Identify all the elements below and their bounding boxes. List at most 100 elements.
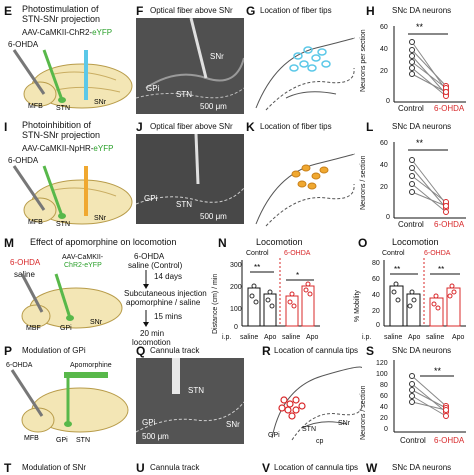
mbf-label-m: MBF <box>26 325 41 332</box>
l-xcat-1: 6-OHDA <box>434 220 465 229</box>
brain-schematic-p: MFB GPi STN <box>10 369 129 444</box>
m-step3b: locomotion <box>132 338 171 347</box>
panel-p-title: Modulation of GPi <box>22 346 86 355</box>
s-ytick-1: 20 <box>380 415 388 422</box>
n-ytick-3: 300 <box>230 262 242 269</box>
o-xcat-2: saline <box>426 334 445 341</box>
n-xcat-1: Apo <box>264 334 277 341</box>
panel-w-title: SNc DA neurons <box>392 463 452 472</box>
micrograph-f-texture <box>136 18 244 114</box>
micrograph-j-texture <box>136 134 244 224</box>
atlas-k <box>255 153 355 227</box>
snr-label-m: SNr <box>90 319 103 326</box>
panel-f-title: Optical fiber above SNr <box>150 6 233 15</box>
panel-letter-i: I <box>4 120 8 134</box>
panel-q-title: Cannula track <box>150 346 200 355</box>
m-arrow1: 14 days <box>154 272 183 281</box>
panel-i-title-line2: STN-SNr projection <box>22 130 101 140</box>
label-gpi-q: GPi <box>142 418 156 427</box>
panel-s-title: SNc DA neurons <box>392 346 452 355</box>
panel-g-title: Location of fiber tips <box>260 6 332 15</box>
panel-e-virus: AAV-CaMKII-ChR2-eYFP <box>22 28 112 37</box>
panel-letter-j: J <box>136 120 143 134</box>
plot-n: ** * <box>241 258 320 327</box>
sig-h: ** <box>416 22 424 32</box>
virus-suffix-i: eYFP <box>93 144 114 153</box>
panel-o-title: Locomotion <box>392 237 439 247</box>
m-virus-line2: ChR2-eYFP <box>64 262 102 269</box>
l-ytick-3: 60 <box>380 140 388 147</box>
brain-schematic-i: MFB STN SNr <box>12 165 133 228</box>
s-ytick-4: 80 <box>380 382 388 389</box>
panel-letter-r: R <box>262 344 271 358</box>
panel-r-title: Location of cannula tips <box>274 346 359 355</box>
s-xcat-1: 6-OHDA <box>434 436 465 445</box>
micrograph-q-texture <box>136 358 244 444</box>
o-ip: i.p. <box>362 334 372 341</box>
panel-o-ylabel: % Mobility <box>354 290 361 322</box>
m-step1b: saline (Control) <box>128 261 183 270</box>
panel-m-title: Effect of apomorphine on locomotion <box>30 237 177 247</box>
p-drug: Apomorphine <box>70 362 112 369</box>
o-ytick-0: 0 <box>376 322 380 329</box>
n-ytick-1: 100 <box>230 306 242 313</box>
m-step2a: Subcutaneous injection <box>124 289 207 298</box>
o-xcat-3: Apo <box>452 334 465 341</box>
panel-letter-t: T <box>4 461 12 475</box>
mfb-label-i: MFB <box>28 219 43 226</box>
scale-bar-j: 500 μm <box>200 212 227 221</box>
o-ytick-1: 20 <box>372 308 380 315</box>
panel-i-virus: AAV-CaMKII-NpHR-eYFP <box>22 144 113 153</box>
plot-o: ** ** <box>383 258 466 327</box>
panel-letter-s: S <box>366 344 375 358</box>
micrograph-q <box>136 358 244 444</box>
panel-letter-l: L <box>366 120 374 134</box>
panel-letter-h: H <box>366 4 375 18</box>
sig-n2: * <box>296 271 299 280</box>
n-ip: i.p. <box>222 334 232 341</box>
l-ytick-2: 40 <box>380 162 388 169</box>
r-label-stn: STN <box>302 426 316 433</box>
panel-j-title: Optical fiber above SNr <box>150 122 233 131</box>
l-xcat-0: Control <box>398 220 424 229</box>
sig-s: ** <box>434 366 442 376</box>
r-label-cp: cp <box>316 438 324 445</box>
panel-h-title: SNc DA neurons <box>392 6 452 15</box>
sig-o1: ** <box>394 265 400 274</box>
virus-prefix: AAV-CaMKII-ChR2- <box>22 28 93 37</box>
label-snr-q: SNr <box>226 420 240 429</box>
scale-bar-q: 500 μm <box>142 432 169 441</box>
gpi-label-p: GPi <box>56 437 68 444</box>
m-lesion: 6-OHDA <box>10 258 41 267</box>
m-arrow2: 15 mins <box>154 312 183 321</box>
s-ytick-5: 100 <box>376 371 388 378</box>
label-stn-q: STN <box>188 386 204 395</box>
plot-s: ** <box>393 360 466 433</box>
n-xcat-2: saline <box>282 334 301 341</box>
virus-prefix-i: AAV-CaMKII-NpHR- <box>22 144 94 153</box>
panel-letter-q: Q <box>136 344 146 358</box>
micrograph-j <box>136 134 244 224</box>
label-gpi-j: GPi <box>144 194 158 203</box>
l-ytick-0: 0 <box>386 214 390 221</box>
panel-letter-m: M <box>4 236 14 250</box>
n-xcat-3: Apo <box>306 334 319 341</box>
atlas-r <box>271 366 362 441</box>
l-ytick-1: 20 <box>380 184 388 191</box>
panel-e-title-line1: Photostimulation of <box>22 4 99 14</box>
p-lesion: 6-OHDA <box>6 362 33 369</box>
mfb-label-e: MFB <box>28 103 43 110</box>
panel-v-title: Location of cannula tips <box>274 463 359 472</box>
n-group-control: Control <box>246 250 269 257</box>
o-group-control: Control <box>382 250 405 257</box>
snr-label-i: SNr <box>94 215 107 222</box>
panel-letter-u: U <box>136 461 145 475</box>
panel-letter-v: V <box>262 461 271 475</box>
stn-label-e: STN <box>56 105 70 112</box>
panel-letter-w: W <box>366 461 378 475</box>
sig-n1: ** <box>254 263 260 272</box>
n-group-lesion: 6-OHDA <box>284 250 311 257</box>
panel-l-title: SNc DA neurons <box>392 122 452 131</box>
o-ytick-4: 80 <box>372 260 380 267</box>
panel-u-title: Cannula track <box>150 463 200 472</box>
